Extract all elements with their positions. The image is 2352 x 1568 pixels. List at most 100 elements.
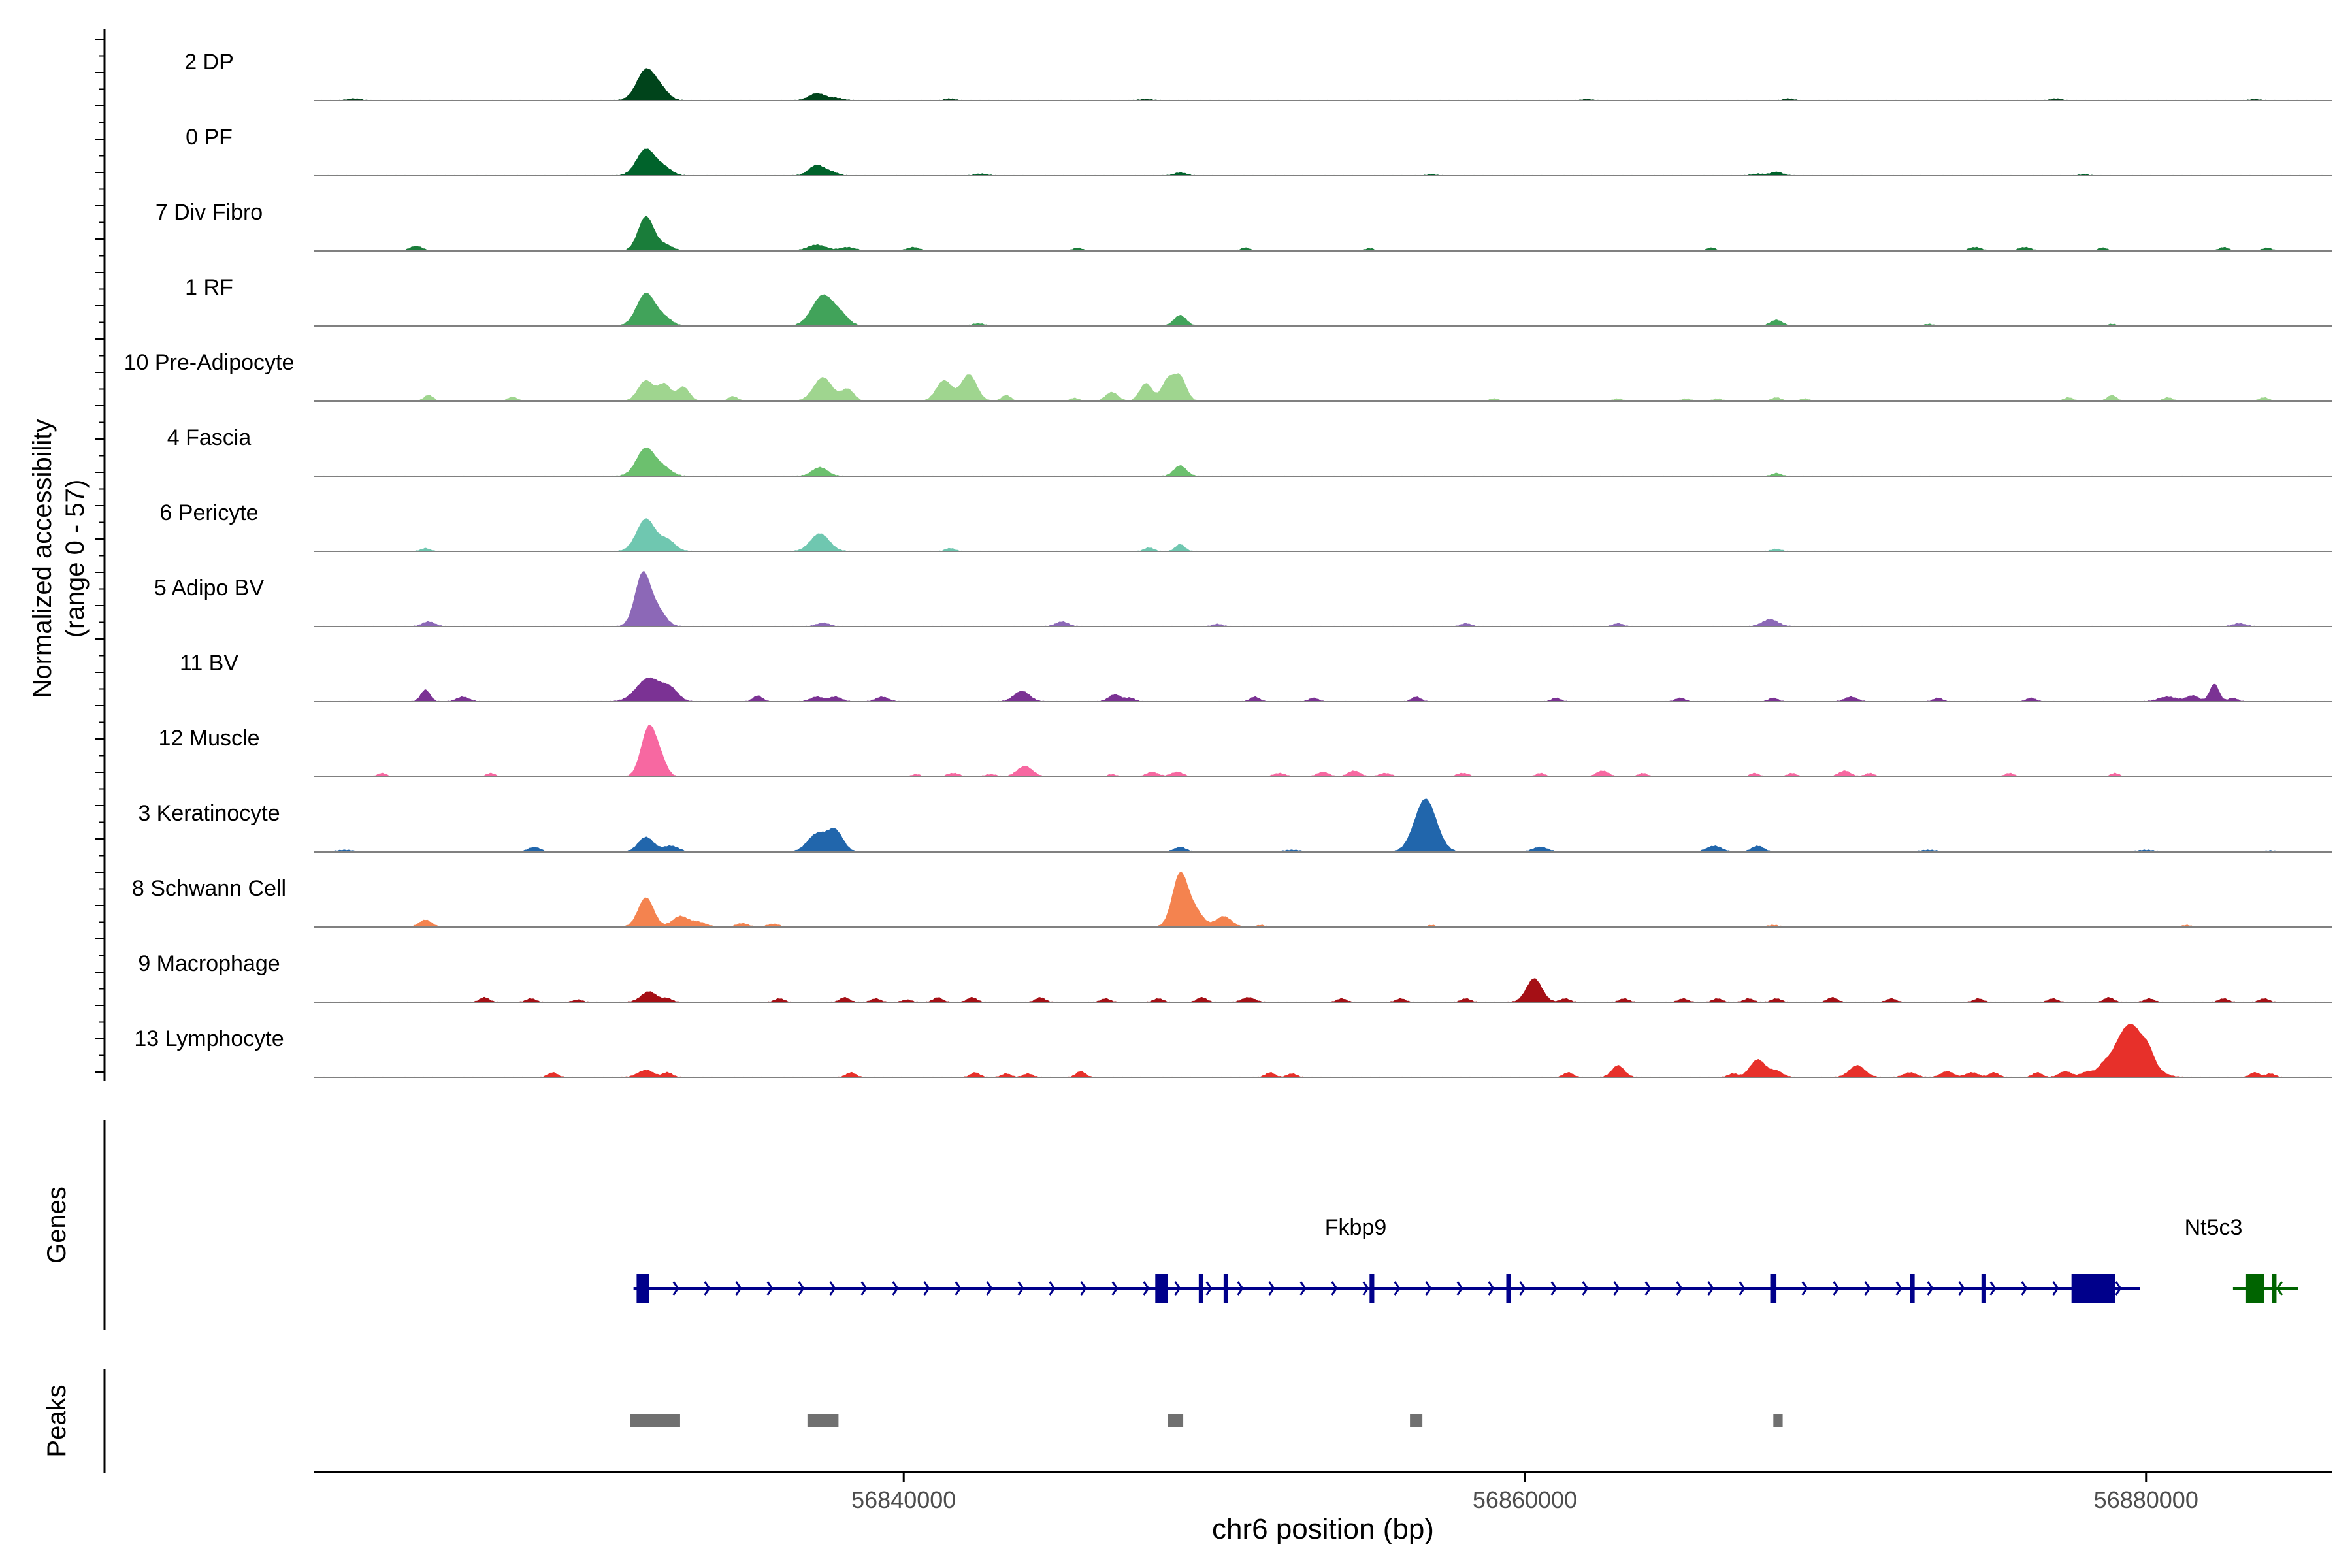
strand-arrow: [1299, 1281, 1307, 1296]
track-label: 8 Schwann Cell: [132, 876, 286, 901]
exon: [1981, 1274, 1986, 1303]
track-label: 4 Fascia: [167, 425, 252, 450]
track-label: 6 Pericyte: [159, 500, 258, 525]
strand-arrow: [672, 1281, 679, 1296]
gene-label: Nt5c3: [2185, 1215, 2243, 1240]
strand-arrow: [860, 1281, 868, 1296]
coverage-y-axis-label: Normalized accessibility: [28, 419, 57, 698]
strand-arrow: [798, 1281, 805, 1296]
exon: [2272, 1274, 2277, 1303]
strand-arrow: [1205, 1281, 1213, 1296]
strand-arrow: [829, 1281, 836, 1296]
strand-arrow: [1833, 1281, 1840, 1296]
coverage-area: [314, 216, 2332, 251]
strand-arrow: [1268, 1281, 1275, 1296]
peak-region: [1773, 1414, 1783, 1427]
track-label: 0 PF: [186, 125, 233, 150]
coverage-y-ticks: [95, 39, 105, 1073]
strand-arrow: [1676, 1281, 1683, 1296]
track-label: 9 Macrophage: [138, 951, 280, 976]
strand-arrow: [1174, 1281, 1181, 1296]
exon: [1506, 1274, 1511, 1303]
strand-arrow: [1927, 1281, 1934, 1296]
strand-arrow: [1049, 1281, 1056, 1296]
coverage-area: [314, 148, 2332, 176]
track-label: 13 Lymphocyte: [134, 1026, 284, 1051]
x-axis-ticks: 56840000 56860000 56880000: [851, 1472, 2198, 1513]
exon: [1770, 1274, 1777, 1303]
track-label: 3 Keratinocyte: [138, 801, 280, 826]
coverage-area: [314, 68, 2332, 101]
coverage-y-axis-range: (range 0 - 57): [61, 480, 90, 638]
strand-arrow: [1707, 1281, 1714, 1296]
peak-region: [807, 1414, 839, 1427]
gene-annotation: Fkbp9 Nt5c3: [633, 1215, 2298, 1303]
strand-arrow: [2276, 1281, 2283, 1296]
exon: [2071, 1274, 2115, 1303]
track-label: 12 Muscle: [159, 726, 260, 751]
peak-region: [630, 1414, 680, 1427]
coverage-tracks: 2 DP 0 PF 7 Div Fibro 1 RF 10 Pre-Adipocyte 4…: [124, 50, 2332, 1078]
coverage-area: [314, 725, 2332, 777]
strand-arrow: [2021, 1281, 2028, 1296]
strand-arrow: [1550, 1281, 1558, 1296]
x-axis-label: chr6 position (bp): [1212, 1513, 1434, 1545]
track-label: 11 BV: [180, 651, 238, 676]
coverage-area: [314, 293, 2332, 326]
gene-label: Fkbp9: [1325, 1215, 1387, 1240]
track-label: 1 RF: [185, 275, 233, 300]
strand-arrow: [1582, 1281, 1589, 1296]
strand-arrow: [766, 1281, 774, 1296]
strand-arrow: [2052, 1281, 2059, 1296]
coverage-area: [314, 978, 2332, 1002]
exon: [636, 1274, 649, 1303]
strand-arrow: [986, 1281, 993, 1296]
peak-region: [1410, 1414, 1423, 1427]
strand-arrow: [1488, 1281, 1495, 1296]
coverage-area: [314, 570, 2332, 627]
strand-arrow: [1362, 1281, 1369, 1296]
strand-arrow: [1519, 1281, 1526, 1296]
exon: [1910, 1274, 1915, 1303]
strand-arrow: [1111, 1281, 1119, 1296]
peak-annotation: [630, 1414, 1783, 1427]
strand-arrow: [1237, 1281, 1244, 1296]
strand-arrow: [1456, 1281, 1463, 1296]
strand-arrow: [1864, 1281, 1871, 1296]
coverage-area: [314, 447, 2332, 476]
track-label: 10 Pre-Adipocyte: [124, 350, 295, 375]
strand-arrow: [1739, 1281, 1746, 1296]
coverage-area: [314, 677, 2332, 702]
strand-arrow: [892, 1281, 899, 1296]
coverage-area: [314, 1024, 2332, 1077]
strand-arrow: [923, 1281, 930, 1296]
x-tick-label: 56880000: [2094, 1486, 2198, 1513]
strand-arrow: [1331, 1281, 1338, 1296]
coverage-area: [314, 518, 2332, 551]
coverage-area: [314, 798, 2332, 852]
strand-arrow: [1958, 1281, 1965, 1296]
strand-arrow: [1989, 1281, 1997, 1296]
strand-arrow: [1143, 1281, 1150, 1296]
exon: [2245, 1274, 2264, 1303]
strand-arrow: [1644, 1281, 1652, 1296]
strand-arrow: [1801, 1281, 1808, 1296]
coverage-area: [314, 373, 2332, 401]
x-tick-label: 56840000: [851, 1486, 956, 1513]
genes-panel-label: Genes: [42, 1186, 71, 1264]
strand-arrow: [1613, 1281, 1620, 1296]
peak-region: [1168, 1414, 1184, 1427]
strand-arrow: [1080, 1281, 1087, 1296]
strand-arrow: [1425, 1281, 1432, 1296]
exon: [1223, 1274, 1229, 1303]
track-label: 5 Adipo BV: [154, 576, 265, 600]
peaks-panel-label: Peaks: [42, 1384, 71, 1457]
track-label: 2 DP: [184, 50, 234, 74]
coverage-area: [314, 871, 2332, 927]
x-tick-label: 56860000: [1473, 1486, 1577, 1513]
strand-arrow: [704, 1281, 711, 1296]
strand-arrow: [955, 1281, 962, 1296]
strand-arrow: [2115, 1281, 2122, 1296]
strand-arrow: [1017, 1281, 1024, 1296]
